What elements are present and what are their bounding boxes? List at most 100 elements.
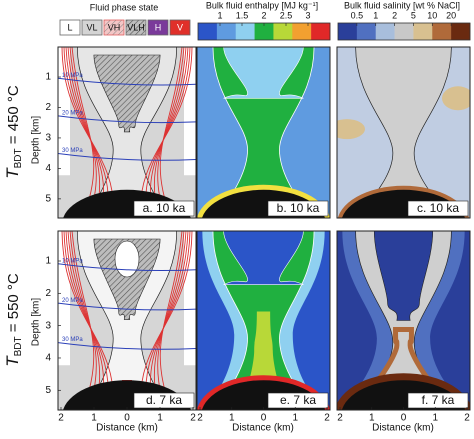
- panel: 10 MPa 20 MPa 30 MPa: [58, 231, 196, 410]
- y-tick-label: 2: [45, 102, 51, 113]
- isotherm: [159, 47, 183, 218]
- legend-label: VLH: [127, 22, 145, 32]
- y-axis-label: Depth [km]: [31, 298, 42, 347]
- legend-label: VH: [108, 22, 121, 32]
- x-tick-label: 1: [229, 413, 235, 424]
- panel-label: e. 7 ka: [280, 393, 316, 407]
- row-label: TBDT = 550 °C: [3, 273, 23, 367]
- vlh-zone: [93, 54, 161, 133]
- colorbar-tick-label: 5: [411, 10, 416, 20]
- isobar-label: 10 MPa: [62, 258, 83, 264]
- enthalpy-core: [212, 47, 315, 218]
- x-tick-label: 2: [324, 413, 330, 424]
- x-tick-label: 2: [464, 413, 470, 424]
- legend-label: H: [155, 22, 162, 32]
- legend-swatch: [125, 19, 147, 36]
- colorbar-cell: [356, 23, 377, 40]
- x-tick-label: 0: [401, 413, 407, 424]
- panel-label-box: [267, 200, 329, 217]
- y-tick-label: 1: [45, 256, 51, 267]
- legend-title: Fluid phase state: [90, 2, 159, 12]
- x-tick-label: 2: [197, 413, 203, 424]
- y-tick-label: 5: [45, 194, 51, 205]
- colorbar-tick-label: 1: [217, 10, 222, 20]
- x-tick-label: 2: [190, 413, 196, 424]
- colorbar-cell: [432, 23, 452, 40]
- isobar: [58, 302, 196, 311]
- y-tick-label: 3: [45, 320, 51, 331]
- salinity-blob: [337, 119, 365, 140]
- enthalpy-top: [223, 47, 304, 99]
- colorbar-cell: [216, 23, 237, 40]
- colorbar-cell: [394, 23, 414, 40]
- x-tick-label: 1: [432, 413, 438, 424]
- isobar: [58, 115, 196, 124]
- enthalpy-top: [223, 231, 304, 285]
- panel-label-box: [407, 392, 469, 409]
- white-zone: [184, 47, 196, 176]
- x-tick-label: 1: [292, 413, 298, 424]
- isobar-label: 20 MPa: [62, 110, 83, 116]
- colorbar-tick-label: 3: [305, 10, 310, 20]
- colorbar-title: Bulk fluid enthalpy [MJ kg⁻¹]: [206, 0, 318, 10]
- panel-label: d. 7 ka: [146, 393, 182, 407]
- isobar-label: 30 MPa: [62, 148, 83, 154]
- x-axis-label: Distance (km): [232, 423, 294, 434]
- x-axis-label: Distance (km): [96, 423, 158, 434]
- panel-label-box: [133, 200, 195, 217]
- panel: [337, 47, 470, 218]
- colorbar-tick-label: 0.5: [351, 10, 364, 20]
- panel-label-box: [133, 392, 195, 409]
- x-tick-label: 1: [369, 413, 375, 424]
- y-tick-label: 4: [45, 163, 51, 174]
- x-tick-label: 2: [337, 413, 343, 424]
- salinity-core: [355, 47, 452, 218]
- colorbar-title: Bulk fluid salinity [wt % NaCl]: [344, 0, 460, 10]
- isotherm: [71, 47, 95, 218]
- panel-frame: [196, 46, 331, 219]
- legend-label: L: [67, 22, 72, 32]
- y-tick-label: 5: [45, 385, 51, 396]
- colorbar-tick-label: 2: [392, 10, 397, 20]
- row-label-text: = 550 °C: [5, 273, 22, 336]
- row-label-text: = 450 °C: [5, 85, 22, 148]
- legend-swatch: [147, 19, 169, 36]
- isobar: [58, 152, 196, 161]
- colorbar-tick-label: 1.5: [236, 10, 249, 20]
- colorbar-cell: [311, 23, 331, 40]
- colorbar-cell: [235, 23, 255, 40]
- colorbar-cell: [413, 23, 433, 40]
- legend-swatch: [103, 19, 125, 36]
- y-tick-label: 3: [45, 133, 51, 144]
- panel-frame: [57, 46, 197, 219]
- isotherm: [159, 231, 183, 410]
- isotherm: [71, 231, 95, 410]
- x-tick-label: 2: [58, 413, 64, 424]
- isobar: [58, 263, 196, 272]
- colorbar-cell: [198, 23, 218, 40]
- colorbar-tick-label: 2.5: [280, 10, 293, 20]
- panel-label: a. 10 ka: [143, 201, 186, 215]
- y-tick-label: 2: [45, 288, 51, 299]
- y-axis-label: Depth [km]: [31, 116, 42, 165]
- isobar-label: 30 MPa: [62, 337, 83, 343]
- white-zone: [184, 231, 196, 366]
- colorbar-tick-label: 2: [261, 10, 266, 20]
- salinity-blob: [442, 86, 470, 111]
- y-tick-label: 4: [45, 353, 51, 364]
- row-label-symbol: T: [3, 167, 22, 179]
- colorbar-cell: [273, 23, 293, 40]
- panel-label-box: [267, 392, 329, 409]
- salinity-fresh: [373, 231, 434, 321]
- x-axis-label: Distance (km): [372, 423, 434, 434]
- row-label-symbol: T: [3, 355, 22, 367]
- colorbar-cell: [254, 23, 274, 40]
- colorbar-cell: [375, 23, 395, 40]
- colorbar-tick-label: 20: [446, 10, 456, 20]
- row-label-subscript: BDT: [13, 336, 24, 356]
- x-tick-label: 0: [261, 413, 267, 424]
- panel: 10 MPa 20 MPa 30 MPa: [58, 47, 196, 218]
- colorbar-cell: [451, 23, 471, 40]
- colorbar-cell: [292, 23, 312, 40]
